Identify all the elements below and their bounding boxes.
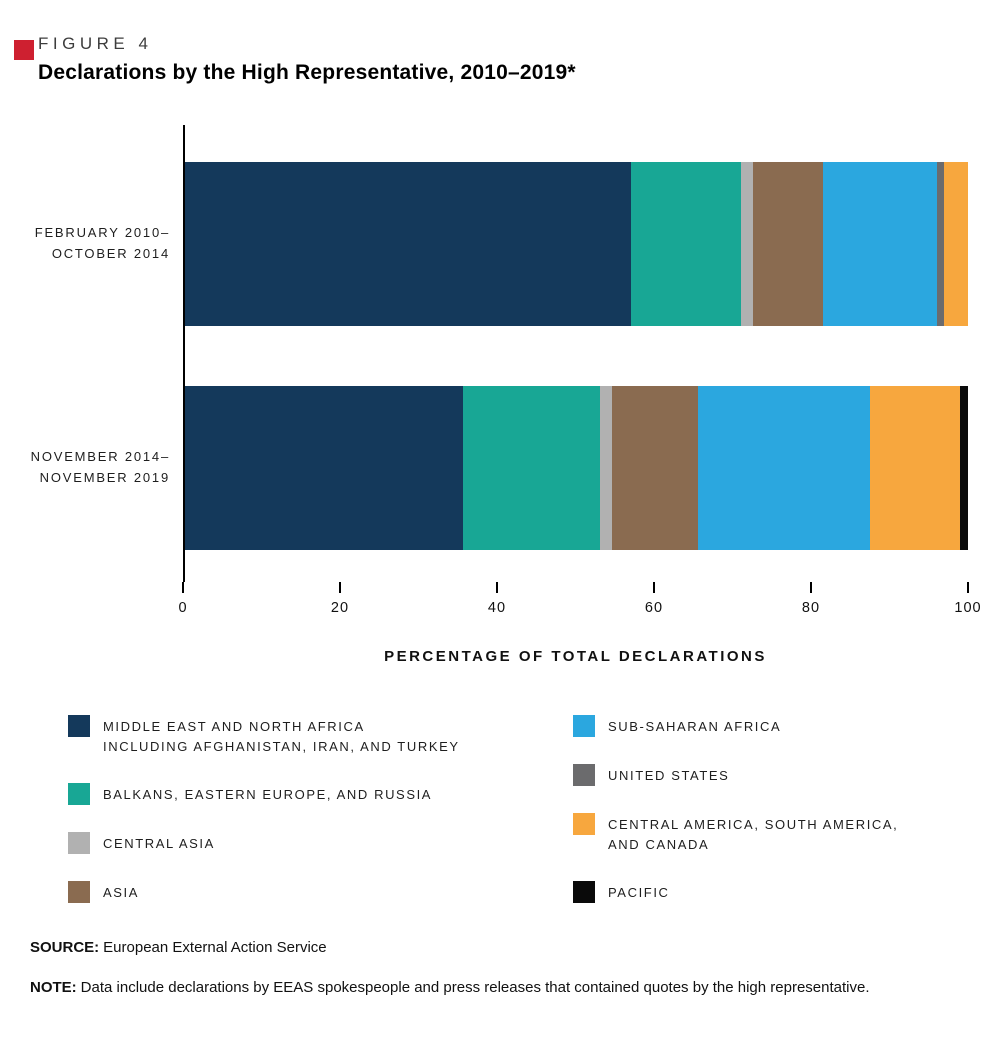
bar-segment-central-america-south-america-canada bbox=[944, 162, 968, 326]
legend-swatch-balkans-eastern-europe-russia bbox=[68, 783, 90, 805]
figure-label: FIGURE 4 bbox=[38, 34, 153, 53]
stacked-bar bbox=[185, 386, 968, 550]
figure-title: Declarations by the High Representative,… bbox=[38, 61, 576, 84]
x-axis-title: PERCENTAGE OF TOTAL DECLARATIONS bbox=[384, 648, 767, 665]
legend-label: CENTRAL ASIA bbox=[103, 836, 215, 851]
brand-mark bbox=[14, 40, 34, 60]
legend-item-balkans-eastern-europe-russia: BALKANS, EASTERN EUROPE, AND RUSSIA bbox=[68, 783, 573, 805]
legend-label: ASIA bbox=[103, 885, 140, 900]
legend-label: CENTRAL AMERICA, SOUTH AMERICA, AND CANAD… bbox=[608, 817, 899, 852]
bar-segment-asia bbox=[611, 386, 698, 550]
legend-item-sub-saharan-africa: SUB-SAHARAN AFRICA bbox=[573, 715, 898, 737]
legend-swatch-asia bbox=[68, 881, 90, 903]
figure-page: FIGURE 4 Declarations by the High Repres… bbox=[0, 34, 1000, 1046]
legend-column-right: SUB-SAHARAN AFRICA UNITED STATES CENTRAL A… bbox=[573, 715, 898, 903]
figure-header: FIGURE 4 Declarations by the High Repres… bbox=[38, 34, 962, 85]
bar-segment-sub-saharan-africa bbox=[823, 162, 937, 326]
x-axis-tick-label: 20 bbox=[330, 600, 350, 616]
x-axis-ticks bbox=[182, 582, 969, 593]
legend-label: SUB-SAHARAN AFRICA bbox=[608, 719, 782, 734]
plot-area: FEBRUARY 2010– OCTOBER 2014 NOVEMBER 2014–… bbox=[31, 125, 968, 582]
bar-segment-central-america-south-america-canada bbox=[870, 386, 961, 550]
x-axis-tick-label: 60 bbox=[644, 600, 664, 616]
source-line: SOURCE: European External Action Service bbox=[30, 939, 1000, 956]
stacked-bar bbox=[185, 162, 968, 326]
bar-segment-united-states bbox=[936, 162, 945, 326]
source-text: European External Action Service bbox=[103, 939, 327, 956]
legend-swatch-central-asia bbox=[68, 832, 90, 854]
bar-segment-pacific bbox=[960, 386, 968, 550]
legend-item-central-asia: CENTRAL ASIA bbox=[68, 832, 573, 854]
legend-item-asia: ASIA bbox=[68, 881, 573, 903]
x-axis-tick bbox=[496, 582, 498, 593]
x-axis-tick-label: 0 bbox=[178, 600, 188, 616]
x-axis-tick-label: 100 bbox=[954, 600, 982, 616]
x-axis-tick bbox=[182, 582, 184, 593]
note-label: NOTE: bbox=[30, 979, 77, 996]
legend-item-pacific: PACIFIC bbox=[573, 881, 898, 903]
legend-swatch-pacific bbox=[573, 881, 595, 903]
legend-label: MIDDLE EAST AND NORTH AFRICA INCLUDING AF… bbox=[103, 719, 460, 754]
category-label: NOVEMBER 2014– NOVEMBER 2019 bbox=[30, 449, 170, 485]
bar-segment-central-asia bbox=[599, 386, 612, 550]
source-label: SOURCE: bbox=[30, 939, 100, 956]
note-line: NOTE: Data include declarations by EEAS s… bbox=[30, 979, 970, 996]
bar-segment-balkans-eastern-europe-russia bbox=[462, 386, 600, 550]
legend: MIDDLE EAST AND NORTH AFRICA INCLUDING AF… bbox=[68, 715, 970, 903]
legend-label: BALKANS, EASTERN EUROPE, AND RUSSIA bbox=[103, 787, 433, 802]
note-text: Data include declarations by EEAS spokes… bbox=[80, 979, 870, 996]
x-axis-tick bbox=[967, 582, 969, 593]
legend-column-left: MIDDLE EAST AND NORTH AFRICA INCLUDING AF… bbox=[68, 715, 573, 903]
x-axis-labels: 0 20 40 60 80 100 bbox=[178, 600, 980, 618]
bar-segment-sub-saharan-africa bbox=[697, 386, 871, 550]
x-axis-tick bbox=[653, 582, 655, 593]
bar-segment-middle-east-north-africa bbox=[185, 162, 632, 326]
x-axis-tick bbox=[339, 582, 341, 593]
legend-swatch-central-america-south-america-canada bbox=[573, 813, 595, 835]
bar-segment-central-asia bbox=[740, 162, 753, 326]
x-axis-tick bbox=[810, 582, 812, 593]
legend-label: UNITED STATES bbox=[608, 768, 730, 783]
bar-row: FEBRUARY 2010– OCTOBER 2014 bbox=[35, 162, 968, 326]
legend-swatch-middle-east-north-africa bbox=[68, 715, 90, 737]
bar-segment-balkans-eastern-europe-russia bbox=[631, 162, 741, 326]
legend-item-middle-east-north-africa: MIDDLE EAST AND NORTH AFRICA INCLUDING AF… bbox=[68, 715, 573, 756]
bar-row: NOVEMBER 2014– NOVEMBER 2019 bbox=[31, 386, 968, 550]
x-axis-tick-label: 40 bbox=[487, 600, 507, 616]
legend-label: PACIFIC bbox=[608, 885, 670, 900]
legend-swatch-united-states bbox=[573, 764, 595, 786]
legend-item-central-america-south-america-canada: CENTRAL AMERICA, SOUTH AMERICA, AND CANAD… bbox=[573, 813, 898, 854]
legend-item-united-states: UNITED STATES bbox=[573, 764, 898, 786]
x-axis-tick-label: 80 bbox=[801, 600, 821, 616]
bar-segment-asia bbox=[752, 162, 824, 326]
stacked-bar-chart: FEBRUARY 2010– OCTOBER 2014 NOVEMBER 2014–… bbox=[0, 125, 1000, 665]
category-label: FEBRUARY 2010– OCTOBER 2014 bbox=[34, 225, 170, 261]
bar-segment-middle-east-north-africa bbox=[185, 386, 463, 550]
legend-swatch-sub-saharan-africa bbox=[573, 715, 595, 737]
